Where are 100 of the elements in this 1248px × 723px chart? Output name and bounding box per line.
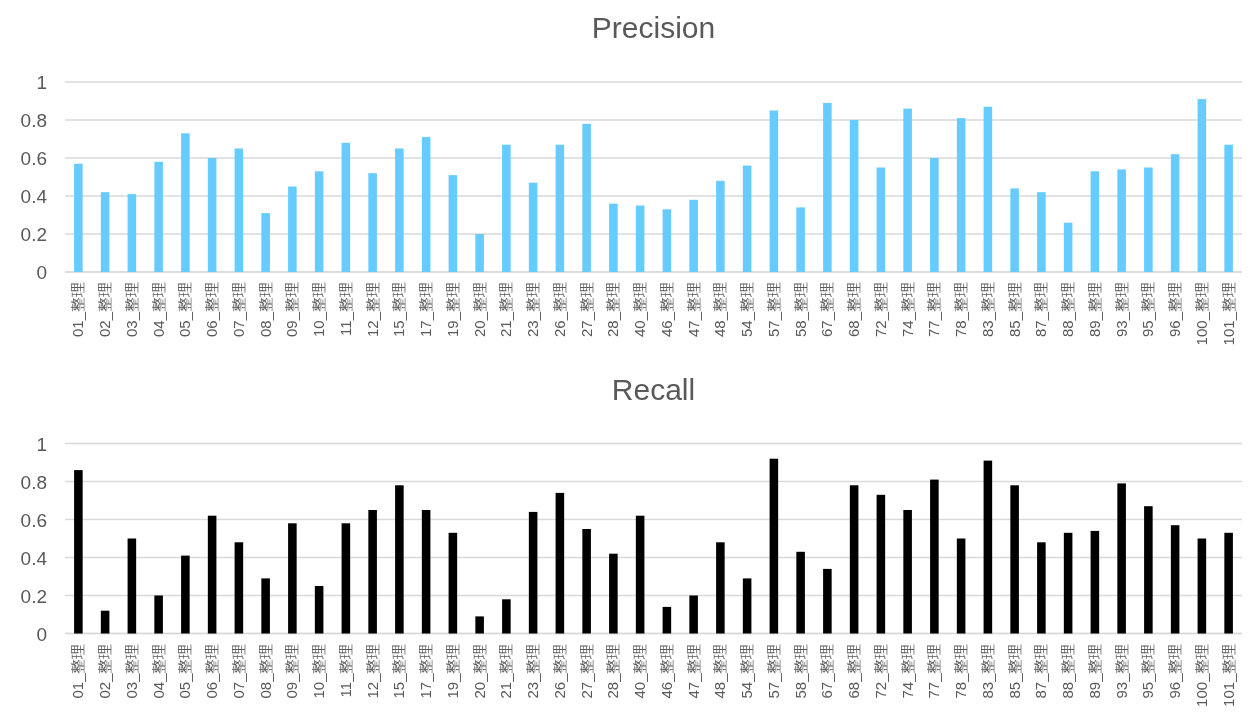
y-tick-label: 0 [36,623,47,645]
bar [368,173,377,272]
chart-title: Precision [591,11,716,44]
x-tick-label: 83_整理 [978,282,996,338]
x-tick-label: 101_整理 [1219,643,1237,707]
x-tick-label: 68_整理 [845,643,863,699]
x-tick-label: 21_整理 [497,643,515,699]
x-tick-label: 01_整理 [69,282,87,338]
bar [1170,525,1180,634]
bar [876,494,886,634]
bar [716,180,725,272]
y-tick-label: 0.8 [20,471,47,493]
x-tick-label: 07_整理 [229,282,247,338]
y-tick-label: 0.6 [20,509,47,531]
x-tick-label: 10_整理 [310,282,328,338]
bar [261,578,270,634]
bar [555,492,565,634]
bar [154,161,163,272]
bar [662,606,672,634]
x-tick-label: 77_整理 [925,643,943,699]
x-tick-label: 67_整理 [818,282,836,338]
x-tick-label: 72_整理 [871,282,889,338]
x-tick-label: 09_整理 [283,643,301,699]
bar [956,118,966,272]
x-tick-label: 93_整理 [1112,643,1130,699]
x-tick-label: 100_整理 [1192,282,1210,346]
x-tick-label: 68_整理 [845,282,863,338]
bar [127,538,137,634]
x-tick-label: 95_整理 [1139,643,1157,699]
bar [1063,532,1073,634]
x-tick-label: 78_整理 [952,282,970,338]
bar [502,144,511,272]
x-tick-label: 19_整理 [443,282,461,338]
x-tick-label: 89_整理 [1085,282,1103,338]
x-tick-label: 67_整理 [818,643,836,699]
bar [1144,506,1153,634]
x-tick-label: 74_整理 [898,282,916,338]
x-tick-label: 83_整理 [978,643,996,699]
bar [395,485,404,634]
x-tick-label: 93_整理 [1112,282,1130,338]
x-tick-label: 23_整理 [524,282,542,338]
bar [823,568,832,634]
bar [314,171,324,272]
bar [207,158,217,272]
bar [956,538,966,634]
x-tick-label: 07_整理 [229,643,247,699]
y-tick-label: 0 [36,262,47,283]
bar [368,510,377,634]
bar [341,523,351,634]
bar [930,479,939,634]
x-tick-label: 88_整理 [1059,643,1077,699]
x-tick-label: 46_整理 [657,282,675,338]
x-tick-label: 01_整理 [69,643,87,699]
x-tick-label: 96_整理 [1166,282,1184,338]
x-tick-label: 48_整理 [711,282,729,338]
x-tick-label: 05_整理 [176,282,194,338]
bar [849,485,859,634]
bar [181,133,190,272]
x-tick-label: 03_整理 [122,282,140,338]
bar [609,203,618,272]
x-tick-label: 11_整理 [336,282,354,336]
x-tick-label: 15_整理 [390,643,408,699]
x-tick-label: 40_整理 [631,643,649,699]
bar [742,165,752,272]
x-tick-label: 05_整理 [176,643,194,699]
bar [582,123,591,272]
bar [1197,99,1207,272]
bar [207,515,217,634]
bar [1063,222,1073,272]
bar [314,586,324,634]
x-tick-label: 95_整理 [1139,282,1157,338]
bar [181,555,190,634]
x-tick-label: 58_整理 [791,643,809,699]
x-tick-label: 88_整理 [1059,282,1077,338]
x-tick-label: 20_整理 [470,282,488,338]
bar [288,186,297,272]
y-tick-label: 0.8 [20,110,47,131]
bar [234,148,244,272]
x-tick-label: 101_整理 [1219,282,1237,346]
x-tick-label: 20_整理 [470,643,488,699]
x-tick-label: 04_整理 [149,282,167,338]
x-tick-label: 58_整理 [791,282,809,338]
bar [74,163,83,272]
x-tick-label: 21_整理 [497,282,515,338]
bar [100,610,110,634]
bar [876,167,886,272]
x-tick-label: 96_整理 [1166,643,1184,699]
bar [1090,530,1100,634]
bar [1117,483,1126,634]
bar [234,542,244,634]
x-tick-label: 57_整理 [764,643,782,699]
bar [849,120,859,272]
bar [662,209,672,272]
x-tick-label: 08_整理 [256,282,274,338]
bar [796,551,805,634]
bar [448,175,458,272]
x-tick-label: 40_整理 [631,282,649,338]
bar [823,102,832,272]
bar [288,523,297,634]
bar [1170,154,1180,272]
